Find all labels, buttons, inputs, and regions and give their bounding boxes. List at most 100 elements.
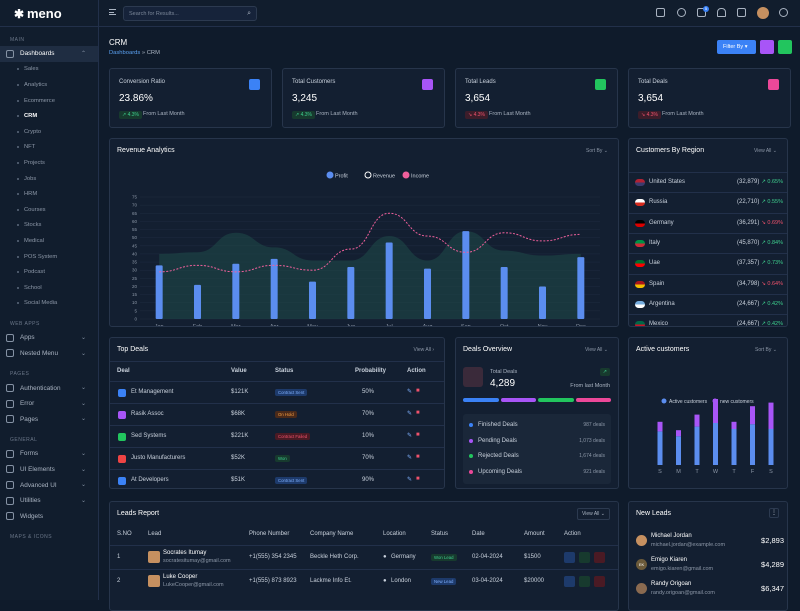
sidebar-item-advanced-ui[interactable]: Advanced UI ⌄ [0,477,98,493]
edit-icon[interactable]: ✎ [407,455,413,461]
theme-icon[interactable] [677,8,686,17]
chevron-down-icon: ⌄ [80,451,86,458]
lead-name: Michael Jordan [651,533,692,539]
status-count: 1,073 deals [579,437,605,444]
column-header: S.NO [117,531,132,537]
breadcrumb-dashboards[interactable]: Dashboards [109,50,141,56]
card-title: Top Deals [117,346,149,353]
deal-name: At Developers [131,477,169,483]
sidebar-subitem[interactable]: Sales [0,62,98,78]
region-change: ↘ 0.69% [761,219,783,226]
view-all-link[interactable]: View All ⌄ [584,347,608,353]
edit-icon[interactable] [579,552,590,563]
sidebar-item-widgets[interactable]: Widgets [0,508,98,524]
trash-icon[interactable] [594,552,605,563]
language-icon[interactable] [656,8,665,17]
sort-by-dropdown[interactable]: Sort By ⌄ [755,347,777,353]
sidebar-item-authentication[interactable]: Authentication ⌄ [0,380,98,396]
download-button[interactable] [760,40,774,54]
region-change: ↗ 0.65% [761,179,783,185]
chevron-up-icon: ⌃ [80,51,86,57]
sidebar-item-apps[interactable]: Apps ⌄ [0,330,98,346]
stat-card: Conversion Ratio 23.86% ↗ 4.3% From Last Mo… [109,68,272,128]
menu-toggle-icon[interactable] [109,9,116,15]
avatar[interactable] [757,7,769,19]
column-header: Status [431,531,449,537]
view-icon[interactable] [564,576,575,587]
row-number: 1 [117,554,121,560]
edit-icon[interactable]: ✎ [407,477,413,483]
sidebar-subitem[interactable]: POS System [0,249,98,265]
sidebar-item-pages[interactable]: Pages ⌄ [0,411,98,427]
sidebar: ✱ meno MAIN Dashboards ⌃ Sales Analytics Eco… [0,0,99,600]
edit-icon[interactable]: ✎ [407,389,413,395]
status-dot [469,469,473,474]
sort-by-dropdown[interactable]: Sort By ⌄ [586,148,608,154]
bar-new [768,402,774,429]
bar-profit [385,242,393,319]
sidebar-subitem[interactable]: Social Media [0,296,98,312]
sidebar-subitem[interactable]: Analytics [0,77,98,93]
trash-icon[interactable] [594,576,605,587]
table-row: Sed Systems $221K Contract Failed 10% ✎ ■ [110,425,444,447]
logo[interactable]: ✱ meno [0,0,98,27]
share-button[interactable] [778,40,792,54]
view-all-label: View All [413,347,431,353]
filter-by-button[interactable]: Filter By ▾ [717,40,756,54]
deal-probability: 90% [362,477,375,483]
deal-status-item: Upcoming Deals 921 deals [463,466,611,480]
view-icon[interactable] [564,552,575,563]
bell-icon[interactable] [717,8,726,17]
sidebar-subitem[interactable]: Courses [0,202,98,218]
sidebar-subitem[interactable]: Stocks [0,218,98,234]
sidebar-subitem[interactable]: Ecommerce [0,93,98,109]
sidebar-subitem[interactable]: Jobs [0,171,98,187]
sidebar-item-dashboards[interactable]: Dashboards ⌃ [0,46,98,62]
region-count: (22,710) [737,199,760,206]
search-input[interactable]: Search for Results... ⌕ [123,6,257,21]
sidebar-subitem[interactable]: Medical [0,233,98,249]
x-tick-label: Jul [386,324,393,327]
bar-new [676,430,681,437]
more-options-icon[interactable]: ⋮ [769,508,779,518]
search-icon[interactable]: ⌕ [247,10,251,17]
sidebar-subitem[interactable]: Podcast [0,264,98,280]
sidebar-subitem[interactable]: HRM [0,186,98,202]
sidebar-subitem[interactable]: School [0,280,98,296]
region-change: ↗ 0.42% [761,321,783,327]
sidebar-item-utilities[interactable]: Utilities ⌄ [0,493,98,509]
view-all-label: View All [753,148,772,154]
sidebar-item-nested-menu[interactable]: Nested Menu ⌄ [0,346,98,362]
section-main: MAIN [10,37,25,43]
sidebar-item-forms[interactable]: Forms ⌄ [0,446,98,462]
trash-icon[interactable]: ■ [416,410,420,416]
since-label: From last Month [570,383,610,389]
lead-location: Germany [391,554,416,560]
view-all-button[interactable]: View All ⌄ [576,508,610,520]
trash-icon[interactable]: ■ [416,388,420,394]
gear-icon[interactable] [779,8,788,17]
status-badge: Won Lead [431,554,457,561]
sidebar-item-ui-elements[interactable]: UI Elements ⌄ [0,462,98,478]
trash-icon[interactable]: ■ [416,432,420,438]
cart-icon[interactable] [697,8,706,17]
sidebar-subitem[interactable]: NFT [0,140,98,156]
view-all-link[interactable]: View All ⌄ [753,148,777,154]
region-row: United States (32,879) ↗ 0.65% [629,172,787,192]
edit-icon[interactable] [579,576,590,587]
edit-icon[interactable]: ✎ [407,433,413,439]
lead-amount: $6,347 [761,584,784,593]
trash-icon[interactable]: ■ [416,454,420,460]
view-all-link[interactable]: View All › [413,347,434,353]
region-name: United States [649,179,686,185]
y-tick-label: 50 [132,235,138,240]
sidebar-subitem[interactable]: CRM [0,108,98,124]
sidebar-subitem[interactable]: Crypto [0,124,98,140]
bar-profit [309,281,316,319]
sidebar-item-error[interactable]: Error ⌄ [0,396,98,412]
column-header: Amount [524,531,545,537]
fullscreen-icon[interactable] [737,8,746,17]
sidebar-subitem[interactable]: Projects [0,155,98,171]
edit-icon[interactable]: ✎ [407,411,413,417]
trash-icon[interactable]: ■ [416,476,420,482]
